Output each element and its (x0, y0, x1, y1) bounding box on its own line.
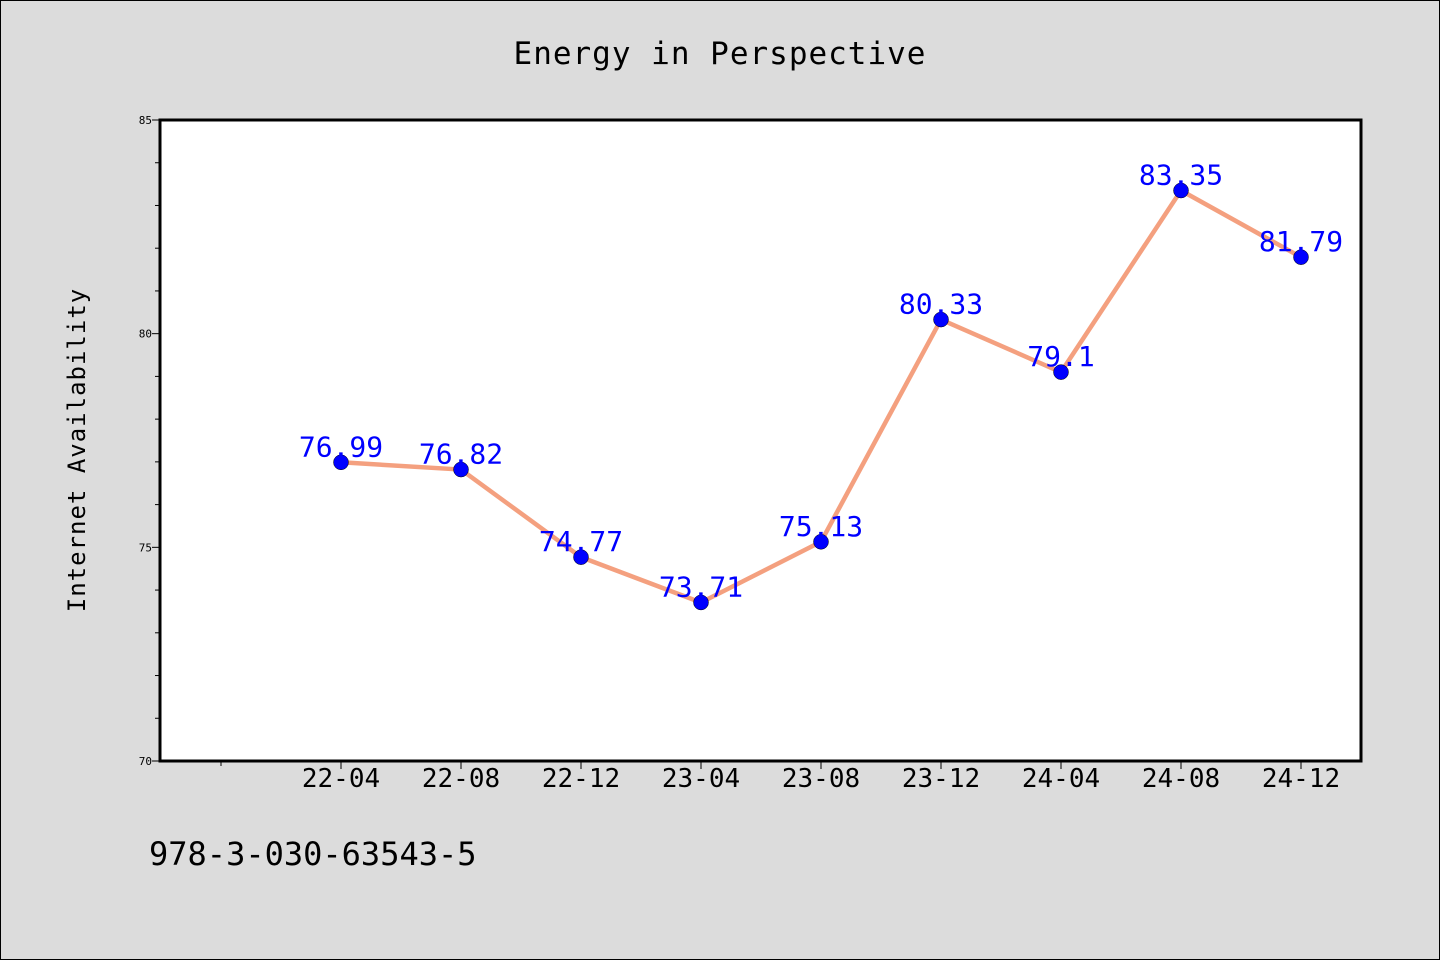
data-point (333, 454, 349, 471)
data-label: 79.1 (1027, 340, 1094, 373)
data-label: 80.33 (899, 288, 983, 321)
data-label: 83.35 (1139, 159, 1223, 192)
data-point (1053, 364, 1069, 380)
y-tick-label: 85 (139, 114, 152, 127)
x-tick-label: 24-12 (1262, 764, 1340, 794)
x-tick-label: 24-04 (1022, 764, 1100, 794)
data-labels: 76.99 76.82 74.77 73.71 75.13 80.33 79.1 83.35 8… (299, 159, 1343, 604)
x-axis: 22-04 22-08 22-12 23-04 23-08 23-12 24-04 24-08… (220, 761, 1340, 794)
y-tick-label: 80 (139, 328, 152, 341)
data-point (1293, 249, 1309, 265)
data-label: 81.79 (1259, 225, 1343, 258)
x-tick-label: 22-12 (542, 764, 620, 794)
x-tick-label: 22-04 (302, 764, 380, 794)
isbn-footnote: 978-3-030-63543-5 (149, 835, 477, 873)
data-label: 73.71 (659, 570, 743, 603)
data-label: 75.13 (779, 510, 863, 543)
chart-title: Energy in Perspective (514, 36, 927, 72)
x-tick-label: 22-08 (422, 764, 500, 794)
plot-area (158, 118, 1363, 763)
x-tick-label: 23-08 (782, 764, 860, 794)
data-point (453, 461, 469, 478)
data-point (933, 311, 949, 328)
y-tick-label: 75 (139, 541, 152, 554)
x-tick-label: 23-12 (902, 764, 980, 794)
x-tick-label: 23-04 (662, 764, 740, 794)
x-tick-label: 24-08 (1142, 764, 1220, 794)
y-tick-label: 70 (139, 755, 152, 768)
series-layer (333, 182, 1309, 611)
data-point (1173, 182, 1189, 199)
y-axis-label: Internet Availability (63, 288, 91, 612)
data-label: 74.77 (539, 525, 623, 558)
data-point (573, 549, 589, 565)
data-label: 76.82 (419, 438, 503, 471)
y-axis: 70 75 80 85 (139, 114, 160, 768)
data-point (813, 534, 829, 550)
data-point (693, 594, 709, 611)
data-label: 76.99 (299, 430, 383, 463)
